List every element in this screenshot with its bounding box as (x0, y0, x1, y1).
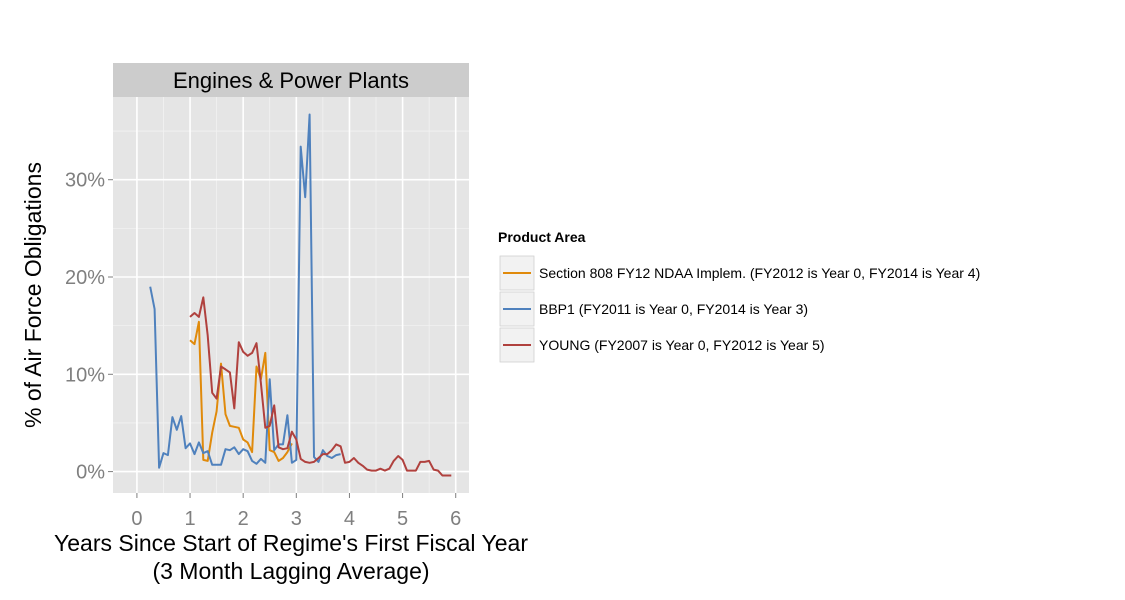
facet-strip (113, 63, 469, 97)
x-tick-label: 6 (450, 508, 461, 530)
x-tick-label: 4 (344, 508, 355, 530)
y-tick-label: 0% (76, 462, 105, 484)
x-tick-label: 2 (238, 508, 249, 530)
minor-gridlines (113, 97, 469, 493)
legend-title: Product Area (498, 229, 586, 245)
x-axis-title: Years Since Start of Regime's First Fisc… (54, 530, 528, 556)
series-line-2 (149, 113, 341, 469)
legend-label: YOUNG (FY2007 is Year 0, FY2012 is Year … (539, 337, 825, 353)
x-axis-subtitle: (3 Month Lagging Average) (152, 558, 429, 584)
x-tick-label: 3 (291, 508, 302, 530)
x-tick-label: 5 (397, 508, 408, 530)
y-axis: 0% 10% 20% 30% (65, 170, 113, 484)
x-axis: 0 1 2 3 4 5 6 (131, 493, 461, 530)
legend: Section 808 FY12 NDAA Implem. (FY2012 is… (499, 255, 980, 363)
y-tick-label: 30% (65, 170, 105, 192)
series-lines (149, 113, 452, 477)
major-gridlines (113, 97, 469, 493)
plot-panel (113, 97, 469, 493)
x-tick-label: 1 (184, 508, 195, 530)
x-tick-label: 0 (131, 508, 142, 530)
legend-label: Section 808 FY12 NDAA Implem. (FY2012 is… (539, 265, 980, 281)
y-axis-title: % of Air Force Obligations (20, 162, 46, 428)
legend-label: BBP1 (FY2011 is Year 0, FY2014 is Year 3… (539, 301, 808, 317)
series-line-3 (189, 296, 452, 477)
y-tick-label: 10% (65, 364, 105, 386)
y-tick-label: 20% (65, 267, 105, 289)
facet-title: Engines & Power Plants (173, 68, 409, 93)
series-line-1 (189, 320, 293, 462)
